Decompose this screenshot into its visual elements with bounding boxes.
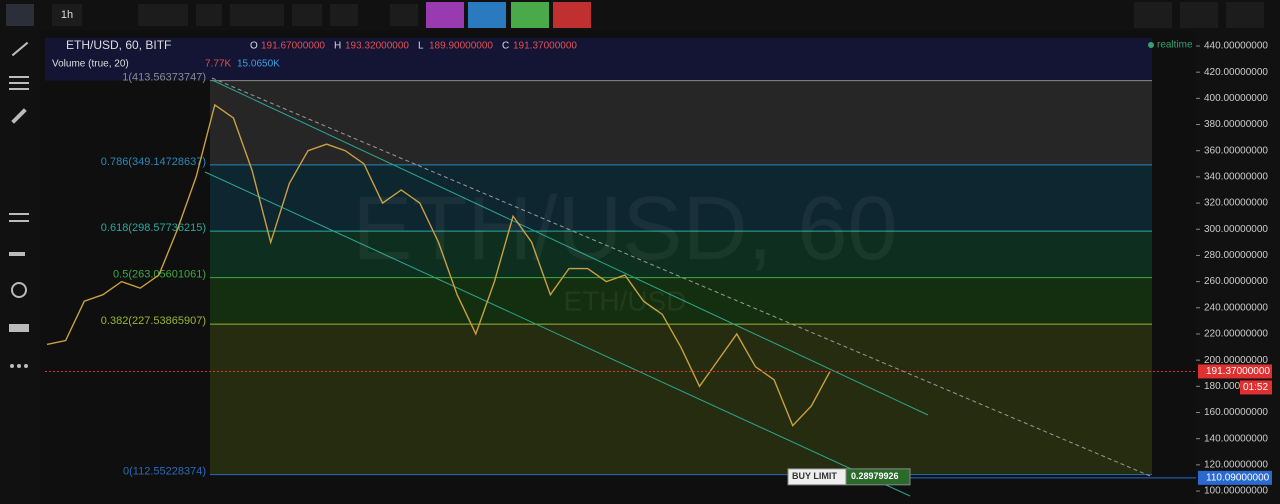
order-qty: 0.28979926 [851, 471, 899, 481]
volume-value: 7.77K [205, 59, 231, 70]
last-price-label: 191.37000000 [1206, 366, 1270, 377]
sidebar [0, 30, 40, 504]
ohlc-value: 193.32000000 [345, 41, 409, 52]
watermark: ETH/USD, 60 [352, 179, 897, 279]
chart-style-button[interactable] [138, 4, 188, 26]
interval-button[interactable] [52, 4, 82, 26]
channel-line [211, 79, 929, 416]
zoom-tool[interactable] [11, 282, 27, 298]
lines-tool[interactable] [9, 88, 29, 90]
symbol: ETH/USD, 60, BITF [66, 38, 171, 52]
load-button[interactable] [1180, 2, 1218, 28]
interval: 1h [61, 9, 73, 21]
ohlc-value: 191.37000000 [513, 41, 577, 52]
order-qty-box [845, 468, 911, 486]
ohlc-key: O [250, 41, 258, 52]
compare-button[interactable] [292, 4, 322, 26]
y-tick-label: 300.00000000 [1204, 224, 1268, 235]
y-tick-label: 280.00000000 [1204, 250, 1268, 261]
save-button[interactable] [1226, 2, 1264, 28]
ruler-tool[interactable] [9, 324, 29, 332]
ohlc: O 191.67000000 H 193.32000000 L 189.90000000 C… [250, 41, 577, 52]
last-price-tag [1198, 364, 1272, 379]
lines-tool[interactable] [9, 76, 29, 78]
plot: 1(413.56373747) 0.786(349.14728637) 0.618(… [45, 38, 1272, 497]
price-line [46, 103, 831, 427]
y-tick-label: 140.00000000 [1204, 433, 1268, 444]
indicators-button[interactable] [230, 4, 284, 26]
volume-ma: 15.0650K [237, 59, 280, 70]
trend-line [211, 77, 1151, 477]
ohlc-key: H [334, 41, 341, 52]
broadcast-button[interactable] [468, 2, 506, 28]
fib-zone [210, 324, 1152, 475]
y-tick-label: 200.00000000 [1204, 355, 1268, 366]
ohlc-key: L [418, 41, 424, 52]
up-button[interactable] [511, 2, 549, 28]
more-tool[interactable] [17, 364, 21, 368]
ohlc-value: 189.90000000 [429, 41, 493, 52]
y-tick-label: 100.00000000 [1204, 486, 1268, 497]
countdown-tag [1240, 380, 1272, 395]
y-tick-label: 360.00000000 [1204, 145, 1268, 156]
fib-zone [210, 80, 1152, 165]
fib-label: 0(112.55228374) [123, 466, 206, 478]
y-tick-label: 400.00000000 [1204, 93, 1268, 104]
y-tick-label: 180.00000000 [1204, 381, 1268, 392]
brush-tool[interactable] [11, 108, 27, 124]
settings-button[interactable] [196, 4, 222, 26]
channel-line [204, 171, 911, 497]
fib-label: 0.382(227.53865907) [101, 315, 206, 327]
y-tick-label: 420.00000000 [1204, 67, 1268, 78]
order-tag [1198, 470, 1272, 485]
order-side: BUY LIMIT [792, 471, 837, 481]
y-tick-label: 160.00000000 [1204, 407, 1268, 418]
more-tool[interactable] [24, 364, 28, 368]
price-axis [1196, 30, 1280, 504]
y-tick-label: 320.00000000 [1204, 198, 1268, 209]
sidebar-icons [9, 41, 29, 368]
measure-tool[interactable] [9, 213, 29, 215]
measure-tool[interactable] [9, 220, 29, 222]
realtime: realtime [1157, 40, 1193, 51]
fullscreen-button[interactable] [390, 4, 418, 26]
lines-tool[interactable] [9, 82, 29, 84]
fib-zone [210, 277, 1152, 325]
realtime-dot [1148, 42, 1154, 48]
order-label: 110.09000000 [1206, 472, 1270, 483]
fib-label: 1(413.56373747) [122, 71, 206, 83]
ohlc-value: 191.67000000 [261, 41, 325, 52]
snapshot-button[interactable] [1134, 2, 1172, 28]
fib-zone [45, 38, 1152, 81]
more-tool[interactable] [10, 364, 14, 368]
toolbar [0, 0, 1280, 30]
y-tick-label: 440.00000000 [1204, 41, 1268, 52]
fib-zone [210, 231, 1152, 278]
y-tick-label: 220.00000000 [1204, 329, 1268, 340]
plugin-button[interactable] [426, 2, 464, 28]
y-tick-label: 120.00000000 [1204, 460, 1268, 471]
undo-button[interactable] [330, 4, 358, 26]
watermark-sub: ETH/USD [564, 285, 687, 316]
countdown: 01:52 [1243, 382, 1268, 393]
y-tick-label: 240.00000000 [1204, 302, 1268, 313]
cursor-button[interactable] [6, 4, 34, 26]
volume-label: Volume (true, 20) [52, 59, 129, 70]
fib-label: 0.786(349.14728637) [101, 156, 206, 168]
y-tick-label: 340.00000000 [1204, 172, 1268, 183]
back-tool[interactable] [9, 252, 25, 256]
trendline-tool[interactable] [11, 41, 29, 57]
ohlc-key: C [502, 41, 509, 52]
y-tick-label: 260.00000000 [1204, 276, 1268, 287]
fib-label: 0.618(298.57736215) [101, 222, 206, 234]
fib-zone [210, 164, 1152, 232]
down-button[interactable] [553, 2, 591, 28]
y-tick-label: 380.00000000 [1204, 119, 1268, 130]
